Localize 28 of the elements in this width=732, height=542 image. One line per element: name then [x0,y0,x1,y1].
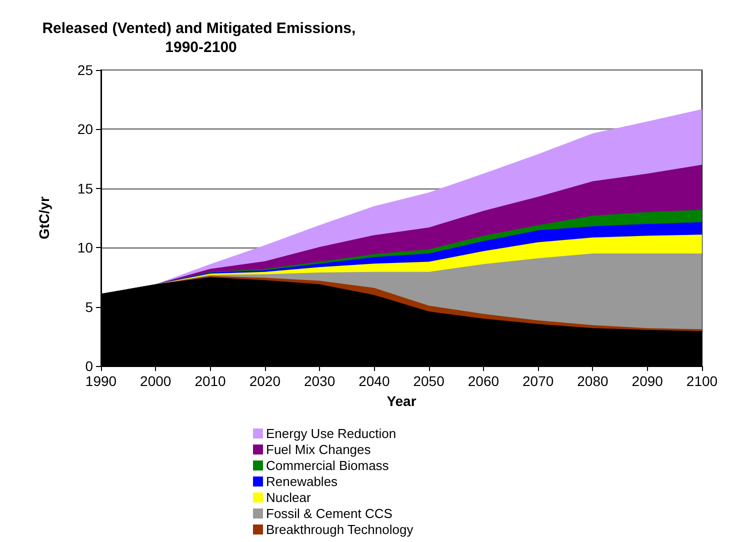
legend-label: Renewables [266,474,338,489]
legend-label: Breakthrough Technology [266,522,414,537]
x-tick-label: 2050 [413,373,445,389]
y-tick-label: 10 [77,240,94,256]
y-tick-label: 0 [85,358,94,374]
x-tick-label: 2000 [140,373,172,389]
chart-title: Released (Vented) and Mitigated Emissions, 1990-2100 [42,20,360,56]
legend-label: Energy Use Reduction [266,426,396,441]
x-tick-label: 1990 [85,373,117,389]
legend-label: Commercial Biomass [266,458,390,473]
x-tick-label: 2010 [194,373,226,389]
y-axis-title: GtC/yr [36,196,52,240]
legend-label: Fuel Mix Changes [266,442,372,457]
x-tick-label: 2040 [358,373,390,389]
x-tick-label: 2100 [686,373,718,389]
y-tick-label: 20 [77,121,94,138]
y-tick-label: 15 [77,180,94,196]
legend-label: Nuclear [266,490,312,505]
x-axis-title: Year [386,393,417,409]
x-tick-label: 2030 [304,373,336,389]
x-tick-label: 2020 [249,373,281,389]
x-tick-label: 2060 [468,373,500,389]
y-tick-label: 25 [77,62,94,78]
x-tick-label: 2090 [632,373,664,389]
y-tick-label: 5 [85,298,94,315]
legend-label: Fossil & Cement CCS [266,506,393,521]
x-tick-label: 2070 [522,373,554,389]
x-tick-label: 2080 [577,373,609,389]
